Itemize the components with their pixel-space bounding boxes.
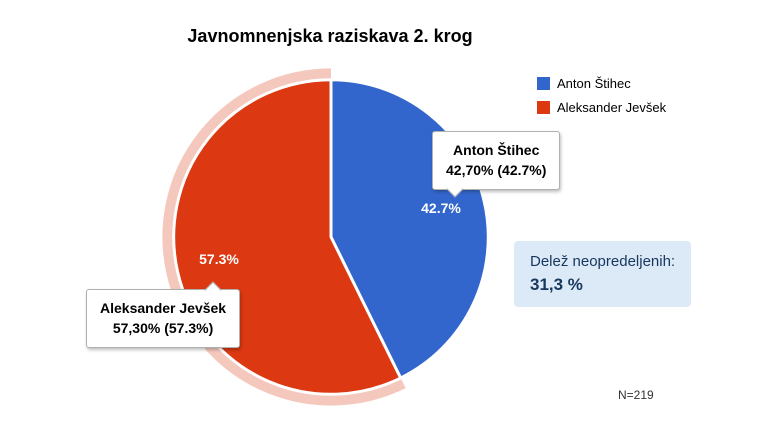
callout-aleksander-jevsek: Aleksander Jevšek 57,30% (57.3%) <box>86 289 241 348</box>
callout-anton-name: Anton Štihec <box>453 142 540 158</box>
legend-label-anton-stihec: Anton Štihec <box>557 76 631 91</box>
callout-jevsek-name: Aleksander Jevšek <box>100 300 227 316</box>
pie-chart <box>162 68 490 406</box>
slice-label-aleksander-jevsek: 57.3% <box>199 251 239 267</box>
chart-title: Javnomnenjska raziskava 2. krog <box>187 26 473 46</box>
slice-label-anton-stihec: 42.7% <box>421 200 461 216</box>
undecided-value: 31,3 % <box>530 275 583 294</box>
sample-size-note: N=219 <box>618 388 654 402</box>
legend: Anton Štihec Aleksander Jevšek <box>537 76 666 115</box>
undecided-label: Delež neopredeljenih: <box>530 253 676 270</box>
legend-item-aleksander-jevsek[interactable]: Aleksander Jevšek <box>537 100 666 115</box>
legend-swatch-blue <box>537 77 550 90</box>
callout-anton-value: 42,70% (42.7%) <box>446 162 547 179</box>
legend-label-aleksander-jevsek: Aleksander Jevšek <box>557 100 667 115</box>
pie-slice-highlight-ring <box>162 68 406 406</box>
legend-swatch-red <box>537 101 550 114</box>
legend-item-anton-stihec[interactable]: Anton Štihec <box>537 76 666 91</box>
undecided-box: Delež neopredeljenih: 31,3 % <box>514 241 692 307</box>
callout-anton-stihec: Anton Štihec 42,70% (42.7%) <box>432 131 561 190</box>
callout-jevsek-value: 57,30% (57.3%) <box>112 320 214 337</box>
